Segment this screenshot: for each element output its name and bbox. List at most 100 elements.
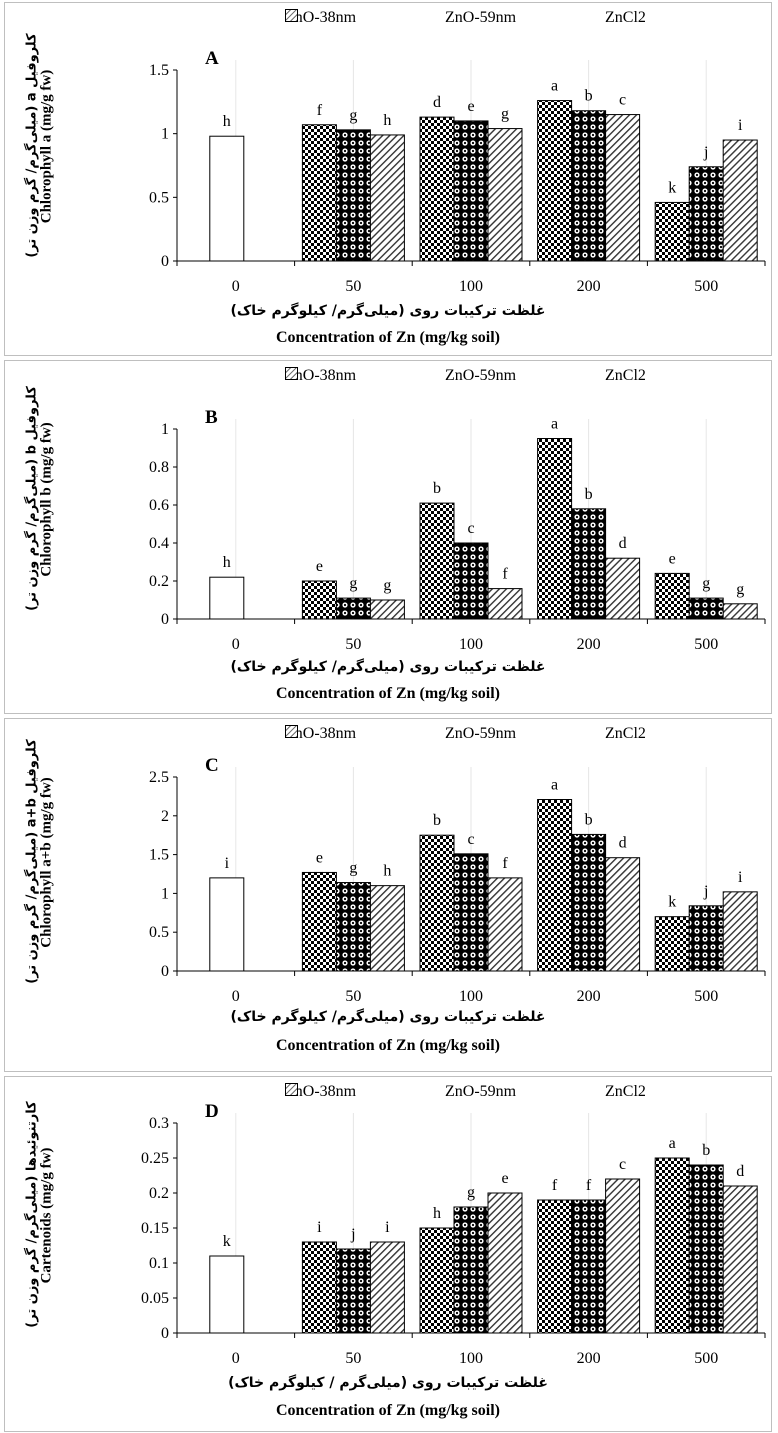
y-tick-label: 0.6: [149, 497, 169, 514]
y-tick-label: 0.2: [149, 1185, 169, 1202]
x-tick-label: 200: [577, 988, 601, 1005]
significance-letter: f: [502, 855, 508, 872]
legend-item: ZnO-59nm: [285, 1083, 605, 1101]
x-tick-label: 0: [232, 1350, 240, 1367]
significance-letter: b: [585, 811, 593, 828]
x-tick-label: 50: [345, 278, 361, 295]
bar: [605, 114, 641, 262]
significance-letter: c: [467, 831, 474, 848]
bar: [419, 834, 455, 972]
bar: [571, 833, 607, 972]
bar: [453, 542, 489, 620]
significance-letter: k: [668, 179, 676, 196]
chart-c-svg: 0 0.5 1 1.5 2 2.5 0 50 100 200 500 Ci e g h b c f a b d k j i: [149, 755, 766, 1005]
y-axis-title-fa: کلروفیل a (میلی‌گرم/ گرم وزن تر): [24, 33, 40, 258]
legend-item: ZnO-38nm: [285, 1083, 445, 1101]
y-tick-label: 0: [161, 253, 169, 270]
significance-letter: b: [585, 88, 593, 105]
bar: [335, 129, 371, 262]
bar: [369, 599, 405, 620]
legend-label: ZnO-38nm: [285, 367, 357, 384]
y-tick-label: 0.3: [149, 1115, 169, 1132]
significance-letter: h: [383, 863, 391, 880]
significance-letter: j: [703, 883, 708, 900]
significance-letter: d: [619, 835, 627, 852]
legend-item: ZnO-59nm: [285, 367, 605, 385]
bar: [335, 1248, 371, 1334]
bar: [605, 1178, 641, 1334]
legend-swatch: [285, 9, 298, 22]
bar: [301, 871, 337, 972]
bar: [209, 576, 245, 620]
legend-item: ZnO-38nm: [285, 725, 445, 743]
significance-letter: g: [467, 1184, 475, 1201]
bar: [369, 885, 405, 972]
y-axis-title-fa: کلروفیل a+b (میلی‌گرم/ گرم وزن تر): [24, 739, 40, 984]
legend-label: ZnCl2: [605, 9, 646, 26]
x-tick-label: 50: [345, 988, 361, 1005]
x-tick-label: 100: [459, 988, 483, 1005]
significance-letter: k: [668, 894, 676, 911]
x-axis-title-en: Concentration of Zn (mg/kg soil): [276, 685, 500, 702]
significance-letter: e: [669, 550, 676, 567]
legend-item: ZnCl2: [285, 9, 705, 27]
y-axis-title-en: Chlorophyll a (mg/g fw): [38, 69, 55, 224]
significance-letter: j: [703, 144, 708, 161]
significance-letter: d: [736, 1163, 744, 1180]
legend: ZnO-38nm ZnO-59nm ZnCl2: [285, 725, 705, 743]
significance-letter: e: [501, 1170, 508, 1187]
significance-letter: h: [383, 112, 391, 129]
y-tick-label: 0: [161, 611, 169, 628]
x-tick-label: 200: [577, 1350, 601, 1367]
x-axis-title-en: Concentration of Zn (mg/kg soil): [276, 329, 500, 346]
significance-letter: f: [502, 566, 508, 583]
x-axis-title-fa: غلظت ترکیبات روی (میلی‌گرم / کیلوگرم خاک…: [228, 1375, 548, 1391]
bar: [605, 557, 641, 620]
legend-label: ZnO-59nm: [445, 725, 517, 742]
significance-letter: a: [551, 777, 558, 794]
significance-letter: h: [433, 1205, 441, 1222]
y-axis-title-en: Chlorophyll a+b (mg/g fw): [38, 777, 55, 948]
bar: [209, 1255, 245, 1334]
y-tick-label: 0.1: [149, 1255, 169, 1272]
legend: ZnO-38nm ZnO-59nm ZnCl2: [285, 9, 705, 27]
bar: [453, 1206, 489, 1334]
significance-letter: c: [619, 92, 626, 109]
bar: [487, 588, 523, 620]
bar: [453, 120, 489, 262]
x-tick-label: 100: [459, 636, 483, 653]
significance-letter: b: [585, 486, 593, 503]
bar: [571, 508, 607, 620]
legend-label: ZnO-59nm: [445, 367, 517, 384]
significance-letter: i: [738, 869, 743, 886]
significance-letter: f: [317, 102, 323, 119]
bar: [537, 438, 573, 620]
significance-letter: e: [316, 558, 323, 575]
significance-letter: b: [433, 480, 441, 497]
y-tick-label: 0.2: [149, 573, 169, 590]
y-tick-label: 0: [161, 963, 169, 980]
legend-label: ZnCl2: [605, 1083, 646, 1100]
bar: [487, 877, 523, 972]
x-tick-label: 200: [577, 636, 601, 653]
bar: [571, 110, 607, 262]
x-tick-label: 50: [345, 636, 361, 653]
bar: [688, 597, 724, 620]
bar: [605, 857, 641, 972]
significance-letter: h: [223, 554, 231, 571]
bar: [335, 882, 371, 972]
significance-letter: g: [736, 581, 744, 598]
x-tick-label: 100: [459, 278, 483, 295]
x-axis-title-fa: غلظت ترکیبات روی (میلی‌گرم/ کیلوگرم خاک): [230, 303, 546, 319]
significance-letter: j: [350, 1226, 355, 1243]
panel-letter: D: [205, 1101, 219, 1122]
significance-letter: g: [383, 577, 391, 594]
bar: [537, 1199, 573, 1334]
legend-label: ZnO-59nm: [445, 9, 517, 26]
significance-letter: g: [349, 860, 357, 877]
y-tick-label: 0: [161, 1325, 169, 1342]
legend-item: ZnO-59nm: [285, 9, 605, 27]
y-tick-label: 1: [161, 421, 169, 438]
